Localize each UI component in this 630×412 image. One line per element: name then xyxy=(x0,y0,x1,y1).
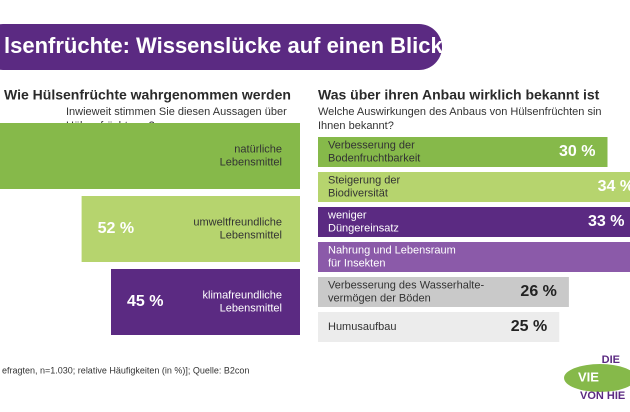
logo-shape xyxy=(564,364,630,392)
section-title: Wie Hülsenfrüchte wahrgenommen werden xyxy=(4,87,291,103)
bar-category: Lebensmittel xyxy=(220,229,282,241)
logo-text: VON HIE xyxy=(580,390,625,402)
logo: DIE VIE VON HIE xyxy=(564,354,630,402)
bar-category: für Insekten xyxy=(328,257,385,269)
bar xyxy=(81,196,300,262)
bar-category: Düngereinsatz xyxy=(328,222,399,234)
value-label: 45 % xyxy=(127,293,163,310)
bar-category: vermögen der Böden xyxy=(328,292,431,304)
bar xyxy=(111,269,300,335)
title: lsenfrüchte: Wissenslücke auf einen Blic… xyxy=(4,33,443,58)
value-label: 33 % xyxy=(588,213,624,230)
section-title: Was über ihren Anbau wirklich bekannt is… xyxy=(318,87,600,103)
bar xyxy=(318,277,569,307)
bar-category: Lebensmittel xyxy=(220,302,282,314)
bar xyxy=(318,137,608,167)
section-subtitle: Ihnen bekannt? xyxy=(318,120,394,132)
bar-category: weniger xyxy=(327,209,367,221)
bar xyxy=(318,207,630,237)
section-subtitle: Welche Auswirkungen des Anbaus von Hülse… xyxy=(318,106,602,118)
bar-category: Lebensmittel xyxy=(220,156,282,168)
bar-category: klimafreundliche xyxy=(203,289,282,301)
value-label: 52 % xyxy=(98,220,134,237)
section-subtitle: Inwieweit stimmen Sie diesen Aussagen üb… xyxy=(66,106,287,118)
bar-category: natürliche xyxy=(234,143,282,155)
footer: efragten, n=1.030; relative Häufigkeiten… xyxy=(2,365,249,375)
bar-category: Verbesserung der xyxy=(328,139,415,151)
value-label: 25 % xyxy=(511,318,547,335)
bar-category: Humusaufbau xyxy=(328,321,397,333)
value-label: 26 % xyxy=(520,283,556,300)
bar xyxy=(0,123,300,189)
bar xyxy=(318,242,630,272)
title-banner xyxy=(0,24,442,70)
bar xyxy=(318,172,630,202)
logo-text: VIE xyxy=(578,369,599,384)
value-label: 30 % xyxy=(559,143,595,160)
bar-category: Bodenfruchtbarkeit xyxy=(328,152,420,164)
bar-category: Steigerung der xyxy=(328,174,400,186)
bar-category: Verbesserung des Wasserhalte- xyxy=(328,279,484,291)
bar-category: umweltfreundliche xyxy=(193,216,282,228)
value-label: 34 % xyxy=(598,178,630,195)
bar-category: Nahrung und Lebensraum xyxy=(328,244,456,256)
bar-category: Biodiversität xyxy=(328,187,388,199)
logo-text: DIE xyxy=(602,354,620,366)
bar xyxy=(318,312,560,342)
